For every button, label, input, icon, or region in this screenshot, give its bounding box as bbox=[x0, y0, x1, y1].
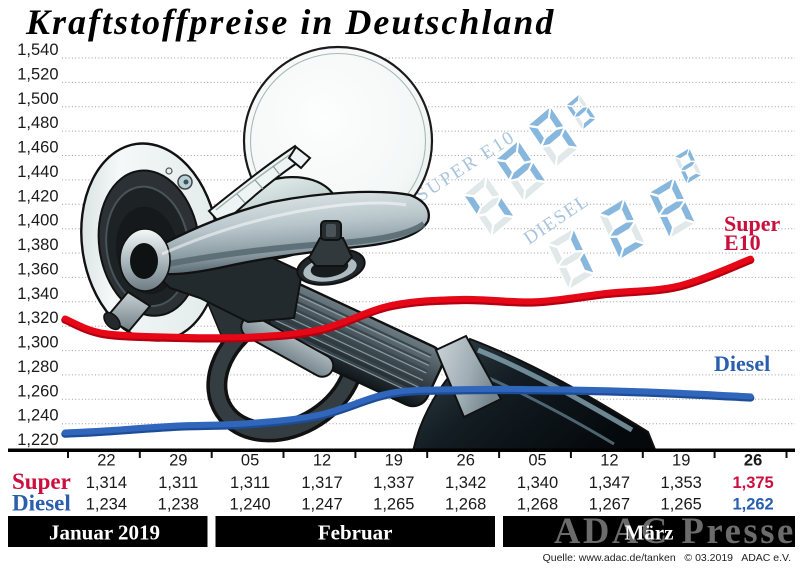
svg-text:12: 12 bbox=[313, 452, 331, 470]
svg-text:ADAC Presse: ADAC Presse bbox=[554, 510, 796, 551]
svg-text:1,340: 1,340 bbox=[17, 285, 58, 303]
svg-text:1,460: 1,460 bbox=[17, 139, 58, 157]
svg-text:1,240: 1,240 bbox=[229, 496, 270, 514]
svg-text:1,480: 1,480 bbox=[17, 114, 58, 132]
svg-text:1,260: 1,260 bbox=[17, 382, 58, 400]
svg-text:1,234: 1,234 bbox=[86, 496, 127, 514]
svg-text:Quelle: www.adac.de/tanken ©: Quelle: www.adac.de/tanken © 03.2019 ADA… bbox=[543, 552, 791, 564]
svg-text:1,340: 1,340 bbox=[517, 474, 558, 492]
svg-text:Januar 2019: Januar 2019 bbox=[49, 521, 160, 545]
svg-text:1,220: 1,220 bbox=[17, 431, 58, 449]
svg-text:Kraftstoffpreise in Deutschlan: Kraftstoffpreise in Deutschland bbox=[25, 2, 555, 42]
svg-text:1,520: 1,520 bbox=[17, 65, 58, 83]
svg-text:1,342: 1,342 bbox=[445, 474, 486, 492]
svg-text:1,240: 1,240 bbox=[17, 407, 58, 425]
svg-text:Februar: Februar bbox=[318, 521, 393, 545]
svg-text:19: 19 bbox=[672, 452, 690, 470]
svg-text:März: März bbox=[625, 521, 674, 545]
svg-text:1,420: 1,420 bbox=[17, 187, 58, 205]
svg-text:1,265: 1,265 bbox=[661, 496, 702, 514]
svg-text:1,337: 1,337 bbox=[373, 474, 414, 492]
svg-text:Super: Super bbox=[724, 211, 780, 236]
svg-text:Diesel: Diesel bbox=[12, 491, 71, 516]
svg-text:12: 12 bbox=[600, 452, 618, 470]
svg-text:1,380: 1,380 bbox=[17, 236, 58, 254]
svg-text:1,347: 1,347 bbox=[589, 474, 630, 492]
svg-text:1,262: 1,262 bbox=[732, 496, 773, 514]
svg-text:1,247: 1,247 bbox=[301, 496, 342, 514]
svg-text:1,314: 1,314 bbox=[86, 474, 127, 492]
svg-text:1,268: 1,268 bbox=[517, 496, 558, 514]
svg-text:1,317: 1,317 bbox=[301, 474, 342, 492]
svg-text:1,500: 1,500 bbox=[17, 90, 58, 108]
svg-text:Diesel: Diesel bbox=[714, 351, 770, 376]
svg-text:1,280: 1,280 bbox=[17, 358, 58, 376]
svg-text:1,375: 1,375 bbox=[732, 474, 773, 492]
svg-text:1,400: 1,400 bbox=[17, 212, 58, 230]
svg-text:29: 29 bbox=[169, 452, 187, 470]
svg-text:1,360: 1,360 bbox=[17, 260, 58, 278]
svg-text:1,353: 1,353 bbox=[661, 474, 702, 492]
svg-text:05: 05 bbox=[241, 452, 259, 470]
svg-text:1,540: 1,540 bbox=[17, 41, 58, 59]
svg-text:1,238: 1,238 bbox=[158, 496, 199, 514]
svg-text:19: 19 bbox=[385, 452, 403, 470]
svg-text:1,267: 1,267 bbox=[589, 496, 630, 514]
svg-text:1,265: 1,265 bbox=[373, 496, 414, 514]
svg-text:05: 05 bbox=[528, 452, 546, 470]
svg-text:1,320: 1,320 bbox=[17, 309, 58, 327]
svg-text:1,300: 1,300 bbox=[17, 334, 58, 352]
svg-text:1,440: 1,440 bbox=[17, 163, 58, 181]
svg-text:26: 26 bbox=[744, 452, 762, 470]
svg-text:1,311: 1,311 bbox=[158, 474, 198, 492]
svg-text:1,268: 1,268 bbox=[445, 496, 486, 514]
svg-text:26: 26 bbox=[457, 452, 475, 470]
svg-text:22: 22 bbox=[97, 452, 115, 470]
svg-text:1,311: 1,311 bbox=[230, 474, 270, 492]
svg-text:Super: Super bbox=[12, 469, 71, 494]
svg-text:E10: E10 bbox=[724, 230, 761, 255]
